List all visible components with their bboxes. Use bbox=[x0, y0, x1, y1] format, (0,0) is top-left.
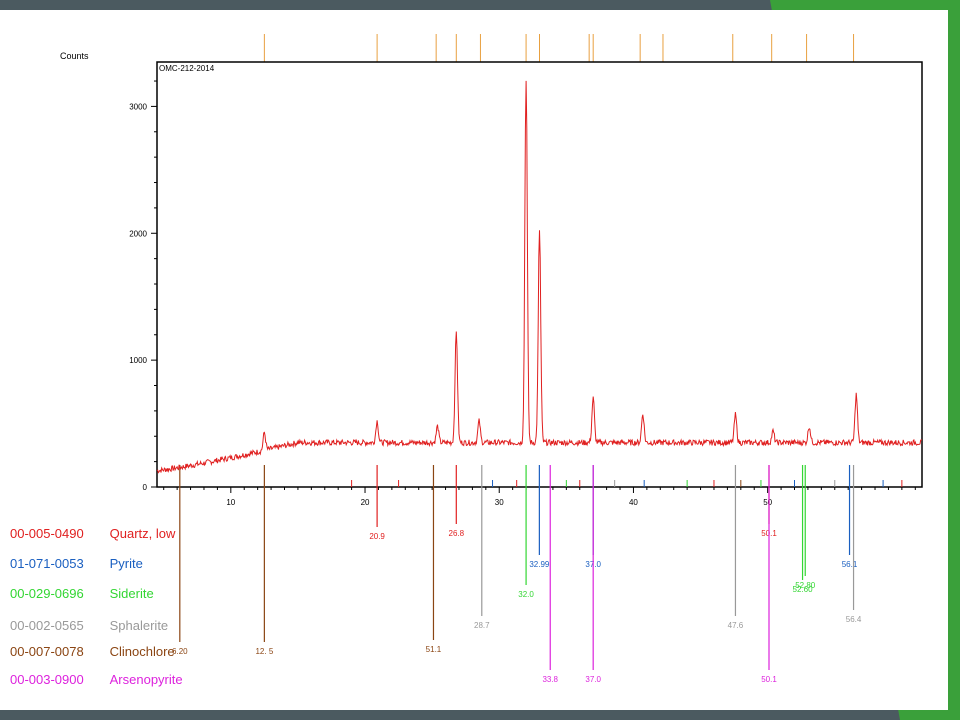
diffraction-pattern-line bbox=[156, 80, 923, 474]
stick-label: 52.80 bbox=[795, 581, 816, 590]
stick-label: 28.7 bbox=[474, 621, 490, 630]
stick-label: 50.1 bbox=[761, 675, 777, 684]
stick-label: 33.8 bbox=[542, 675, 558, 684]
y-tick-label: 3000 bbox=[129, 102, 147, 111]
y-tick-label: 0 bbox=[143, 483, 148, 492]
xrd-chart: Counts OMC-212-2014 10 20 30 40 50 0 1000 2000 3… bbox=[60, 34, 923, 684]
legend-item-sphalerite: 00-002-0565 Sphalerite bbox=[10, 618, 168, 638]
stick-label: 20.9 bbox=[369, 532, 385, 541]
legend-code: 00-029-0696 bbox=[10, 586, 84, 601]
stick-label: 52.60 bbox=[793, 585, 814, 594]
stick-label: 47.6 bbox=[728, 621, 744, 630]
y-tick-label: 2000 bbox=[129, 229, 147, 238]
reference-peak-ticks bbox=[263, 34, 855, 62]
axes: 10 20 30 40 50 0 1000 2000 3000 bbox=[129, 80, 916, 507]
stick-label: 32.99 bbox=[529, 560, 550, 569]
y-axis-label: Counts bbox=[60, 51, 89, 61]
stick-label: 51.1 bbox=[426, 645, 442, 654]
chart-title: OMC-212-2014 bbox=[159, 64, 215, 73]
stick-label: 32.0 bbox=[518, 590, 534, 599]
stick-label: 12. 5 bbox=[255, 647, 273, 656]
legend-item-clinochlore: 00-007-0078 Clinochlore bbox=[10, 644, 175, 664]
stick-label: 56.1 bbox=[842, 560, 858, 569]
legend-name: Clinochlore bbox=[109, 644, 175, 659]
x-tick-label: 20 bbox=[361, 498, 370, 507]
slide-canvas: Counts OMC-212-2014 10 20 30 40 50 0 1000 2000 3… bbox=[0, 10, 948, 710]
x-tick-label: 50 bbox=[763, 498, 772, 507]
stick-label: 6.20 bbox=[172, 647, 188, 656]
legend-item-arsenopyrite: 00-003-0900 Arsenopyrite bbox=[10, 672, 183, 692]
legend-name: Quartz, low bbox=[109, 526, 176, 541]
legend-item-siderite: 00-029-0696 Siderite bbox=[10, 586, 154, 606]
legend-name: Arsenopyrite bbox=[109, 672, 183, 687]
x-tick-label: 10 bbox=[226, 498, 235, 507]
legend-name: Pyrite bbox=[109, 556, 143, 571]
x-tick-label: 30 bbox=[495, 498, 504, 507]
x-tick-label: 40 bbox=[629, 498, 638, 507]
stick-label: 37.0 bbox=[585, 675, 601, 684]
legend-code: 00-002-0565 bbox=[10, 618, 84, 633]
legend-code: 00-007-0078 bbox=[10, 644, 84, 659]
stick-label: 56.4 bbox=[846, 615, 862, 624]
legend-code: 00-003-0900 bbox=[10, 672, 84, 687]
legend-name: Siderite bbox=[109, 586, 154, 601]
legend-item-pyrite: 01-071-0053 Pyrite bbox=[10, 556, 143, 576]
legend-code: 01-071-0053 bbox=[10, 556, 84, 571]
y-tick-label: 1000 bbox=[129, 356, 147, 365]
plot-area bbox=[156, 61, 923, 488]
legend-name: Sphalerite bbox=[109, 618, 169, 633]
legend-code: 00-005-0490 bbox=[10, 526, 84, 541]
legend-item-quartz: 00-005-0490 Quartz, low bbox=[10, 526, 175, 546]
stick-label: 26.8 bbox=[449, 529, 465, 538]
